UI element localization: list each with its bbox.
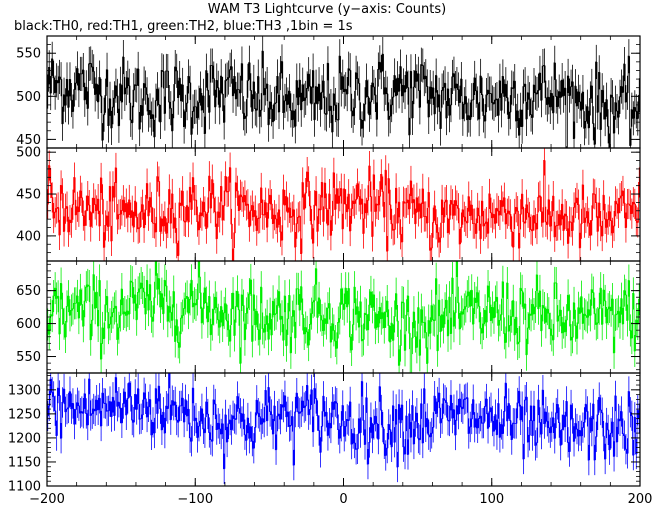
y-tick-label: 650 — [16, 284, 41, 299]
y-tick-label: 500 — [16, 90, 41, 105]
chart-subtitle: black:TH0, red:TH1, green:TH2, blue:TH3 … — [14, 19, 353, 34]
y-tick-label: 1150 — [8, 455, 41, 470]
series-line-th2 — [47, 261, 640, 373]
x-tick-label: 100 — [479, 492, 504, 505]
y-tick-label: 550 — [16, 47, 41, 62]
x-tick-label: −200 — [29, 492, 65, 505]
y-tick-label: 600 — [16, 317, 41, 332]
y-tick-label: 1100 — [8, 480, 41, 495]
chart-title: WAM T3 Lightcurve (y−axis: Counts) — [207, 2, 447, 17]
y-tick-label: 1300 — [8, 383, 41, 398]
x-tick-label: −100 — [177, 492, 213, 505]
y-tick-label: 450 — [16, 133, 41, 148]
y-tick-label: 1200 — [8, 431, 41, 446]
x-tick-label: 0 — [339, 492, 347, 505]
y-tick-label: 1250 — [8, 407, 41, 422]
y-tick-label: 400 — [16, 229, 41, 244]
series-line-th0 — [47, 36, 640, 148]
y-tick-label: 550 — [16, 350, 41, 365]
y-tick-label: 500 — [16, 146, 41, 161]
series-line-th1 — [47, 148, 640, 261]
y-tick-label: 450 — [16, 188, 41, 203]
x-tick-label: 200 — [628, 492, 653, 505]
series-line-th3 — [47, 373, 640, 484]
